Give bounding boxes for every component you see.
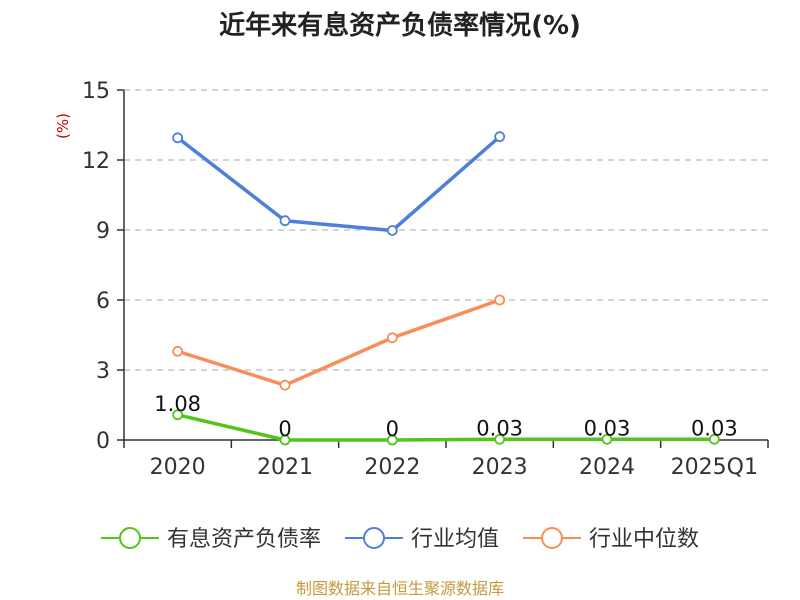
y-tick-label: 15: [82, 79, 110, 104]
data-point: [386, 332, 398, 344]
y-tick-label: 0: [96, 429, 110, 454]
series-行业中位数: [172, 294, 506, 391]
data-point: [494, 433, 506, 445]
y-tick-label: 6: [96, 289, 110, 314]
x-tick-label: 2022: [364, 455, 420, 480]
data-point: [494, 131, 506, 143]
legend-marker-icon: [363, 527, 385, 549]
data-point: [386, 225, 398, 236]
data-point: [279, 215, 291, 227]
data-point: [386, 434, 398, 446]
series-layer: [172, 131, 720, 446]
series-line: [175, 298, 502, 387]
data-label: 0.03: [476, 416, 523, 440]
legend-item: 行业均值: [345, 527, 499, 552]
data-point: [601, 433, 613, 445]
series-有息资产负债率: [172, 409, 720, 446]
data-label: 0.03: [584, 416, 631, 440]
source-note: 制图数据来自恒生聚源数据库: [296, 579, 504, 598]
data-point: [279, 379, 291, 391]
data-point: [279, 434, 291, 446]
x-tick-label: 2023: [472, 455, 528, 480]
data-label: 1.08: [154, 392, 201, 416]
data-point: [172, 345, 184, 357]
y-axis-unit-label: (%): [54, 113, 72, 139]
data-labels: 1.08 0 0 0.03 0.03 0.03: [154, 392, 737, 441]
chart-title: 近年来有息资产负债率情况(%): [219, 10, 581, 41]
x-tick-label: 2025Q1: [671, 455, 758, 480]
series-行业均值: [172, 131, 506, 236]
legend-label: 行业均值: [411, 527, 499, 552]
legend-label: 行业中位数: [589, 527, 699, 552]
legend-marker-icon: [541, 527, 563, 549]
x-tick-label: 2024: [579, 455, 635, 480]
x-tick-label: 2020: [150, 455, 206, 480]
gridlines: [124, 89, 768, 371]
data-point: [172, 409, 184, 421]
series-line: [175, 413, 717, 442]
y-tick-label: 3: [96, 359, 110, 384]
y-tick-label: 12: [82, 149, 110, 174]
legend-marker-icon: [119, 527, 141, 549]
data-point: [708, 433, 720, 445]
axes: 0 3 6 9 12 15 2020 2021 2022 2023 2024 2025Q1: [82, 79, 769, 480]
legend-item: 行业中位数: [523, 527, 699, 552]
data-label: 0.03: [691, 416, 738, 440]
data-label: 0: [386, 417, 399, 441]
data-point: [172, 132, 184, 144]
data-label: 0: [278, 417, 291, 441]
legend-label: 有息资产负债率: [167, 527, 321, 552]
series-line: [175, 134, 502, 233]
legend: 有息资产负债率 行业均值 行业中位数: [101, 527, 699, 552]
legend-item: 有息资产负债率: [101, 527, 321, 552]
data-point: [494, 294, 506, 306]
x-tick-label: 2021: [257, 455, 313, 480]
y-tick-label: 9: [96, 219, 110, 244]
